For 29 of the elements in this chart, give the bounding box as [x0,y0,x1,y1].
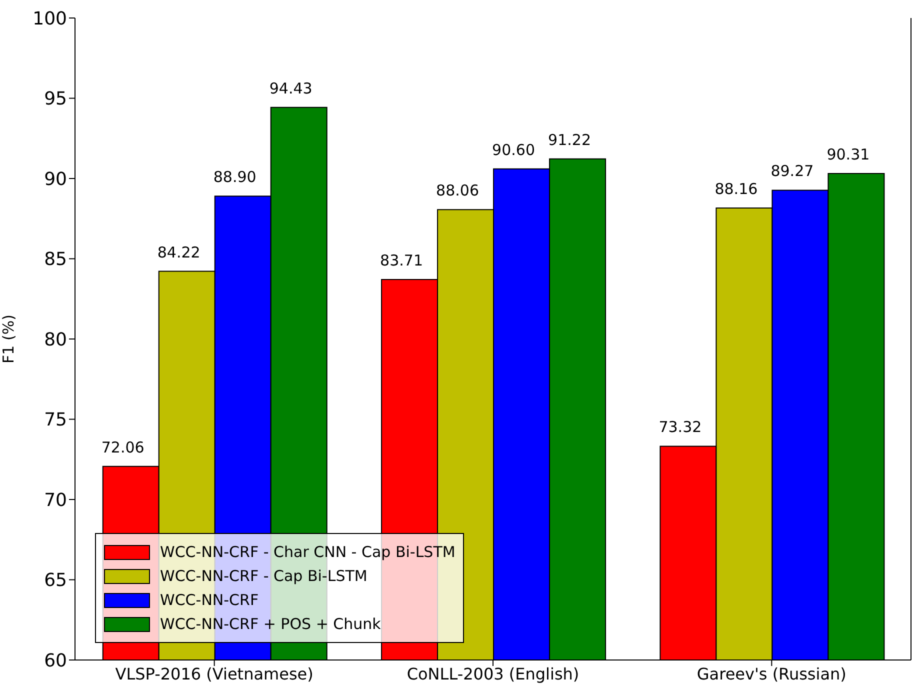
data-label: 94.43 [269,79,312,98]
data-label: 83.71 [380,251,424,270]
data-label: 88.16 [714,180,758,198]
x-tick-label: CoNLL-2003 (English) [406,664,580,684]
y-tick-label: 80 [44,329,67,350]
legend-label: WCC-NN-CRF - Char CNN - Cap Bi-LSTM [160,543,456,561]
y-tick-label: 85 [44,249,67,270]
y-tick-label: 75 [44,410,67,431]
data-label: 88.06 [436,182,480,200]
y-tick-label: 60 [44,650,67,672]
legend-label: WCC-NN-CRF [160,591,259,609]
legend-label: WCC-NN-CRF + POS + Chunk [160,615,381,633]
data-label: 91.22 [548,130,592,149]
y-tick-label: 65 [44,570,67,592]
data-label: 90.60 [492,140,536,159]
data-label: 90.31 [826,146,870,164]
data-label: 84.22 [157,243,200,262]
y-axis-title: F1 (%) [0,314,18,364]
data-label: 72.06 [101,438,144,456]
data-label: 89.27 [770,162,814,180]
y-tick-label: 100 [32,8,67,30]
y-tick-label: 70 [44,490,67,511]
x-tick-label: VLSP-2016 (Vietnamese) [115,664,314,684]
x-tick-label: Gareev's (Russian) [696,664,846,684]
legend-label: WCC-NN-CRF - Cap Bi-LSTM [160,567,368,585]
data-label: 88.90 [213,168,256,186]
data-label: 73.32 [658,418,702,436]
y-tick-label: 90 [44,168,67,190]
y-tick-label: 95 [44,88,67,110]
